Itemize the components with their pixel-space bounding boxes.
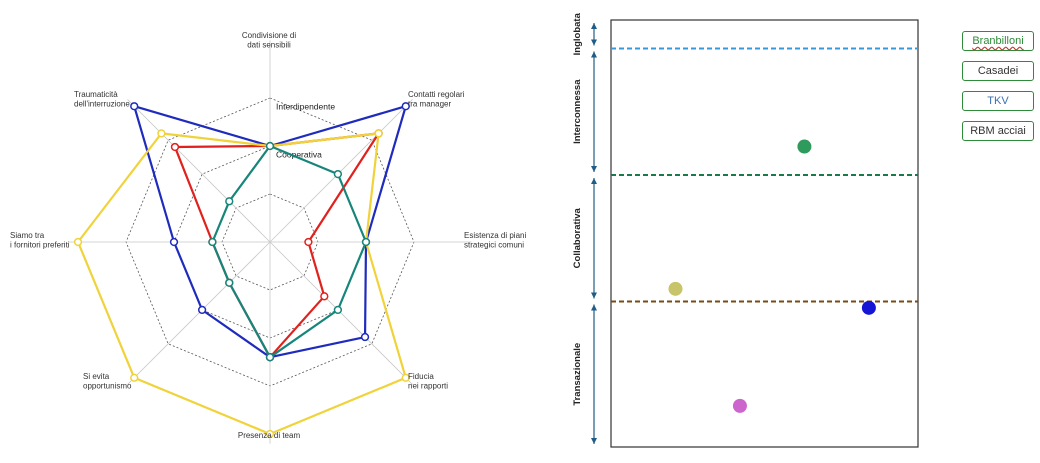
radar-level-label: Cooperativa [276, 150, 322, 160]
radar-point-red [170, 142, 180, 152]
radar-point-teal [361, 237, 371, 247]
radar-point-yellow [73, 237, 83, 247]
radar-point-teal [265, 141, 275, 151]
radar-chart: Interdipendente Cooperativa Condivisione … [10, 31, 526, 444]
legend-tkv: TKV [962, 91, 1034, 111]
band-label: Inglobata [572, 12, 583, 55]
radar-point-red [304, 237, 313, 247]
legend-branbilloni-label: Branbilloni [972, 35, 1024, 47]
radar-point-red [320, 292, 329, 301]
radar-spoke [269, 241, 413, 385]
point-branbilloni [668, 281, 683, 296]
radar-point-yellow [130, 373, 139, 382]
radar-point-yellow [265, 429, 275, 439]
legend-rbm-acciai: RBM acciai [962, 121, 1034, 141]
point-casadei [797, 139, 812, 154]
radar-point-teal [333, 169, 343, 179]
band-arrow [591, 23, 597, 46]
radar-axis-label: Fiducia nei rapporti [408, 372, 448, 391]
radar-axis-label: Presenza di team [238, 431, 301, 440]
radar-axis-label: Traumaticità dell'interruzione [74, 90, 130, 109]
radar-point-teal [208, 237, 217, 247]
radar-point-yellow [374, 129, 383, 138]
radar-spoke [127, 241, 271, 385]
band-label: Collaborativa [572, 207, 583, 268]
radar-point-yellow [157, 129, 166, 138]
radar-point-teal [265, 353, 275, 362]
radar-point-blue [197, 305, 207, 315]
plot-frame [610, 19, 919, 448]
band-arrow [591, 177, 597, 299]
level-points [668, 139, 876, 413]
band-arrow [591, 51, 597, 172]
radar-axis-label: Contatti regolari tra manager [408, 90, 465, 109]
radar-point-blue [360, 332, 370, 342]
radar-axis-labels: Condivisione di dati sensibili Contatti re… [10, 31, 526, 440]
radar-point-blue [130, 102, 139, 111]
legend-casadei: Casadei [962, 61, 1034, 81]
legend-tkv-label: TKV [987, 95, 1009, 107]
radar-point-blue [401, 102, 410, 111]
radar-point-blue [169, 237, 179, 247]
point-rbm-acciai [732, 398, 747, 413]
radar-point-yellow [401, 373, 410, 382]
radar-point-teal [225, 197, 234, 206]
point-tkv [861, 300, 876, 315]
radar-series-group [73, 102, 410, 439]
radar-point-teal [333, 305, 343, 315]
legend-branbilloni: Branbilloni [962, 31, 1034, 51]
radar-axis-label: Siamo tra i fornitori preferiti [10, 231, 70, 250]
radar-level-label: Interdipendente [276, 102, 335, 112]
radar-ring-1 [221, 193, 319, 291]
radar-axis-label: Si evita opportunismo [83, 372, 132, 391]
band-label: Interconnessa [572, 79, 583, 144]
legend-casadei-label: Casadei [977, 65, 1019, 77]
band-label: Transazionale [572, 343, 583, 406]
radar-axis-label: Condivisione di dati sensibili [242, 31, 296, 50]
legend-rbm-acciai-label: RBM acciai [970, 125, 1026, 137]
radar-spoke [127, 99, 271, 243]
level-bands: Inglobata Interconnessa Collaborativa Trans… [572, 12, 918, 444]
radar-point-teal [225, 278, 234, 287]
radar-grid: Interdipendente Cooperativa [68, 40, 472, 444]
radar-spoke [269, 99, 413, 243]
radar-axis-label: Esistenza di piani strategici comuni [464, 231, 526, 250]
band-arrow [591, 304, 597, 444]
